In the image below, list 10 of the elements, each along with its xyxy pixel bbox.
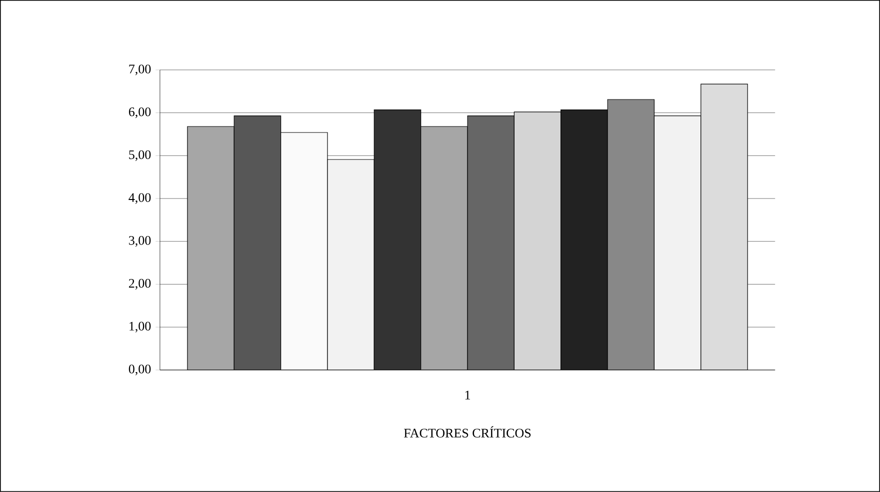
x-tick-label: 1 <box>465 390 470 400</box>
y-tick-label: 6,00 <box>128 108 151 118</box>
y-tick-label: 0,00 <box>128 364 151 376</box>
x-axis-title: FACTORES CRÍTICOS <box>404 426 531 438</box>
y-tick-label: 4,00 <box>128 193 151 204</box>
y-tick-label: 3,00 <box>129 236 151 247</box>
y-tick-label: 1,00 <box>130 322 151 332</box>
y-tick-label: 7,00 <box>129 64 151 76</box>
y-tick-label: 5,00 <box>129 150 151 162</box>
y-tick-label: 2,00 <box>128 278 151 290</box>
